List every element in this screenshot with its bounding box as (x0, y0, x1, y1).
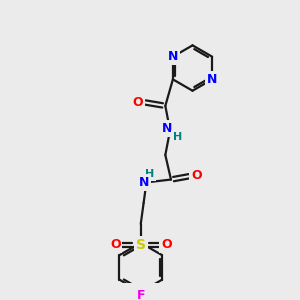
Text: N: N (168, 50, 178, 63)
Text: S: S (136, 238, 146, 252)
Text: N: N (162, 122, 172, 135)
Text: O: O (191, 169, 202, 182)
Text: O: O (110, 238, 121, 251)
Text: F: F (136, 289, 145, 300)
Text: N: N (138, 176, 149, 189)
Text: O: O (161, 238, 172, 251)
Text: N: N (207, 73, 217, 86)
Text: H: H (145, 169, 154, 179)
Text: H: H (173, 132, 182, 142)
Text: O: O (133, 96, 143, 109)
